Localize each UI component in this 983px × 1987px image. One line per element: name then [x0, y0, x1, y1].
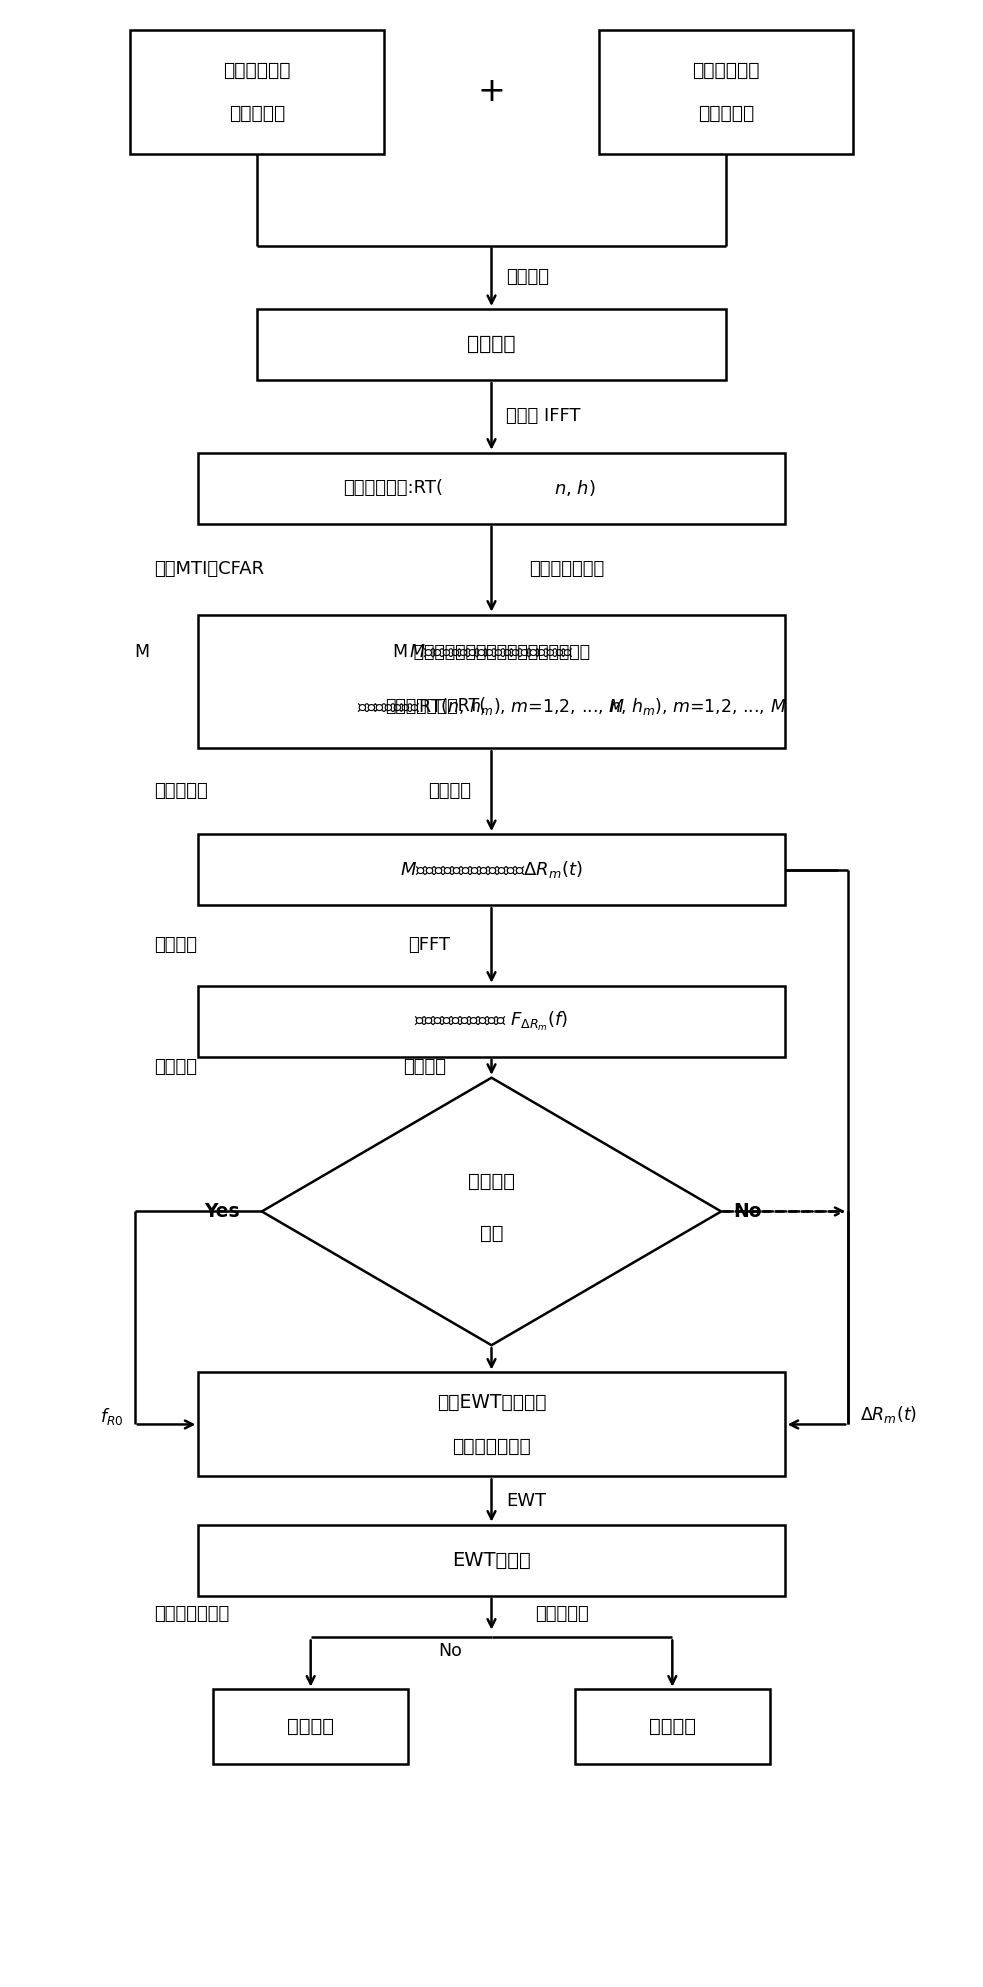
- Text: 距离时间矩阵:RT(: 距离时间矩阵:RT(: [343, 479, 442, 497]
- Text: M 个目标的混合生命体征信号在距离时间: M 个目标的混合生命体征信号在距离时间: [393, 642, 590, 662]
- Text: EWT各分量: EWT各分量: [452, 1550, 531, 1570]
- FancyBboxPatch shape: [199, 453, 784, 525]
- FancyBboxPatch shape: [199, 614, 784, 749]
- Text: 差频信号: 差频信号: [467, 336, 516, 354]
- Text: 连续波信号: 连续波信号: [698, 103, 754, 123]
- FancyBboxPatch shape: [199, 835, 784, 906]
- Text: 解缠处理: 解缠处理: [428, 783, 471, 801]
- Text: 对应频率: 对应频率: [404, 1059, 446, 1077]
- Text: 连续波信号: 连续波信号: [229, 103, 285, 123]
- Text: 矩阵中对应的列RT(: 矩阵中对应的列RT(: [385, 697, 487, 715]
- Text: 距离向 IFFT: 距离向 IFFT: [506, 407, 581, 425]
- Text: 求最大值: 求最大值: [154, 1059, 198, 1077]
- Text: 心跳频率: 心跳频率: [649, 1717, 696, 1737]
- Text: $\Delta R_m$($t$): $\Delta R_m$($t$): [860, 1405, 917, 1425]
- FancyBboxPatch shape: [257, 308, 726, 380]
- Text: 并判断范围: 并判断范围: [536, 1605, 589, 1623]
- Text: +: +: [478, 76, 505, 109]
- Text: 呼吸主频: 呼吸主频: [468, 1172, 515, 1192]
- Text: $n$, $h_m$), $m$=1,2, ..., $M$: $n$, $h_m$), $m$=1,2, ..., $M$: [608, 695, 786, 717]
- Text: 和FFT: 和FFT: [408, 936, 450, 954]
- Text: 的距离单元检测: 的距离单元检测: [529, 560, 604, 578]
- FancyBboxPatch shape: [213, 1689, 408, 1764]
- Text: Yes: Yes: [204, 1202, 240, 1220]
- Text: EWT: EWT: [506, 1492, 547, 1510]
- Text: 相位提取和: 相位提取和: [154, 783, 208, 801]
- Text: $M$个目标的混合生命体征信号在距离时间: $M$个目标的混合生命体征信号在距离时间: [409, 642, 574, 662]
- Text: 矩阵中对应的列RT($n$, $h_m$), $m$=1,2, ..., $M$: 矩阵中对应的列RT($n$, $h_m$), $m$=1,2, ..., $M$: [358, 695, 625, 717]
- FancyBboxPatch shape: [575, 1689, 770, 1764]
- Text: No: No: [438, 1643, 462, 1661]
- Text: 构造EWT初始边界: 构造EWT初始边界: [436, 1393, 547, 1413]
- Text: 和经验小波函数: 和经验小波函数: [452, 1437, 531, 1456]
- Text: 发射的步进频: 发射的步进频: [223, 62, 291, 79]
- Text: 判断: 判断: [480, 1224, 503, 1242]
- Text: 高通滤波: 高通滤波: [154, 936, 198, 954]
- Polygon shape: [261, 1077, 722, 1345]
- Text: $n$, $h$): $n$, $h$): [553, 479, 596, 499]
- Text: 去斜处理: 去斜处理: [506, 268, 549, 286]
- Text: 呼吸频率: 呼吸频率: [287, 1717, 334, 1737]
- Text: 基于MTI和CFAR: 基于MTI和CFAR: [154, 560, 264, 578]
- Text: M: M: [135, 642, 149, 662]
- FancyBboxPatch shape: [130, 30, 384, 153]
- FancyBboxPatch shape: [599, 30, 853, 153]
- Text: No: No: [733, 1202, 762, 1220]
- Text: 计算最大值频率: 计算最大值频率: [154, 1605, 230, 1623]
- Text: $M$个目标的混合生命体征信号$\Delta R_m$($t$): $M$个目标的混合生命体征信号$\Delta R_m$($t$): [400, 858, 583, 880]
- Text: 接收的步进频: 接收的步进频: [692, 62, 760, 79]
- FancyBboxPatch shape: [199, 1524, 784, 1596]
- FancyBboxPatch shape: [199, 1373, 784, 1476]
- FancyBboxPatch shape: [199, 986, 784, 1057]
- Text: $f_{R0}$: $f_{R0}$: [99, 1407, 123, 1427]
- Text: 混合生命体征信号频谱 $F_{\Delta R_m}(f)$: 混合生命体征信号频谱 $F_{\Delta R_m}(f)$: [415, 1009, 568, 1033]
